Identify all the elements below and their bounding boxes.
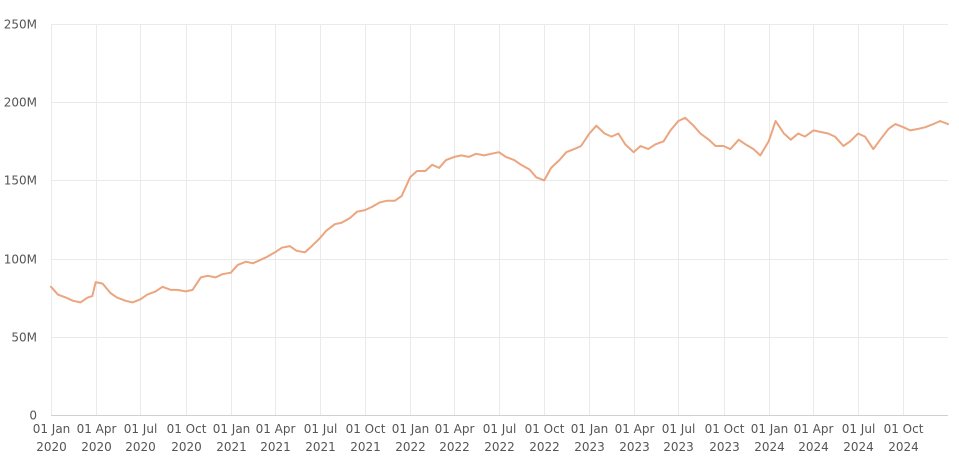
x-tick-label: 01 Jan	[33, 422, 71, 436]
series-line	[50, 116, 949, 304]
x-tick-label-year: 2023	[619, 440, 650, 454]
x-tick-label: 01 Apr	[77, 422, 117, 436]
x-tick-label-year: 2022	[484, 440, 515, 454]
series-line-layer	[50, 116, 949, 304]
x-tick-label-year: 2021	[216, 440, 247, 454]
x-tick-label: 01 Apr	[615, 422, 655, 436]
x-tick-label: 01 Jul	[483, 422, 517, 436]
x-tick-label: 01 Oct	[525, 422, 565, 436]
x-tick-label-year: 2021	[350, 440, 381, 454]
x-tick-label: 01 Jan	[392, 422, 430, 436]
x-tick-label-year: 2023	[663, 440, 694, 454]
y-tick-label: 50M	[11, 331, 37, 345]
x-tick-label: 01 Jul	[842, 422, 876, 436]
x-tick-label-year: 2024	[798, 440, 829, 454]
x-tick-label-year: 2024	[888, 440, 919, 454]
x-tick-label-year: 2021	[260, 440, 291, 454]
x-tick-label-year: 2022	[439, 440, 470, 454]
x-tick-label-year: 2020	[125, 440, 156, 454]
y-tick-label: 250M	[4, 18, 37, 32]
y-tick-label: 200M	[4, 96, 37, 110]
x-tick-label: 01 Jul	[304, 422, 338, 436]
x-tick-label: 01 Jul	[124, 422, 158, 436]
x-tick-label-year: 2024	[754, 440, 785, 454]
grid-lines	[51, 24, 948, 416]
y-tick-label: 0	[29, 409, 37, 423]
x-tick-label-year: 2024	[843, 440, 874, 454]
x-tick-label-year: 2020	[171, 440, 202, 454]
x-tick-label: 01 Oct	[167, 422, 207, 436]
x-axis-tick-labels: 01 Jan 2020 01 Apr 2020 01 Jul 2020 01 Oct 2020…	[33, 422, 924, 454]
y-tick-label: 100M	[4, 253, 37, 267]
x-tick-label: 01 Oct	[346, 422, 386, 436]
x-tick-label: 01 Jan	[213, 422, 251, 436]
x-tick-label-year: 2020	[81, 440, 112, 454]
x-tick-label: 01 Jan	[751, 422, 789, 436]
x-tick-label-year: 2022	[529, 440, 560, 454]
x-tick-label: 01 Oct	[705, 422, 745, 436]
x-tick-label-year: 2023	[574, 440, 605, 454]
y-axis-tick-labels: 0 50M 100M 150M 200M 250M	[4, 18, 37, 423]
x-tick-label: 01 Jan	[571, 422, 609, 436]
x-tick-label-year: 2023	[709, 440, 740, 454]
y-tick-label: 150M	[4, 174, 37, 188]
x-tick-label-year: 2022	[395, 440, 426, 454]
x-tick-label-year: 2021	[305, 440, 336, 454]
x-tick-label: 01 Apr	[794, 422, 834, 436]
x-tick-label: 01 Jul	[662, 422, 696, 436]
x-tick-label: 01 Apr	[435, 422, 475, 436]
x-tick-label: 01 Apr	[256, 422, 296, 436]
x-tick-label: 01 Oct	[884, 422, 924, 436]
x-tick-label-year: 2020	[36, 440, 67, 454]
